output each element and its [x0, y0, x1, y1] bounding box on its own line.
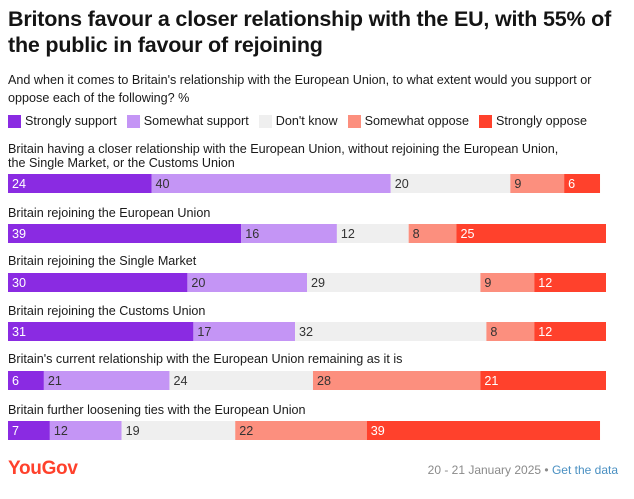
bar-segment-somewhat-oppose	[312, 371, 481, 390]
chart-subtitle: And when it comes to Britain's relations…	[8, 73, 592, 105]
bar-value-label: 24	[173, 374, 187, 388]
bar-value-label: 28	[317, 374, 331, 388]
bar-value-label: 20	[395, 177, 409, 191]
bar-segment-somewhat-oppose	[235, 421, 367, 440]
legend-item-somewhat-oppose: Somewhat oppose	[347, 114, 469, 128]
footer-date: 20 - 21 January 2025	[427, 463, 542, 477]
bar-segment-dont-know	[295, 322, 487, 341]
chart-title: Britons favour a closer relationship wit…	[8, 7, 612, 57]
bar-value-label: 8	[490, 325, 497, 339]
bar-segment-strongly-support	[8, 174, 152, 193]
legend: Strongly support Somewhat support Don't …	[8, 113, 597, 129]
bar-segment-strongly-oppose	[480, 371, 606, 390]
bar-segment-somewhat-oppose	[486, 322, 535, 341]
legend-swatch-somewhat-support	[126, 114, 140, 128]
bar-segment-strongly-oppose	[564, 174, 601, 193]
legend-label-dont-know: Don't know	[275, 114, 338, 128]
category-label: Britain's current relationship with the …	[8, 352, 402, 366]
bar-segment-strongly-support	[8, 421, 50, 440]
bar-value-label: 32	[299, 325, 313, 339]
bar-value-label: 7	[12, 424, 19, 438]
bar-segment-dont-know	[307, 273, 481, 292]
bar-segment-somewhat-support	[241, 224, 337, 243]
bar-segment-strongly-support	[8, 273, 188, 292]
bar-segment-strongly-support	[8, 224, 242, 243]
bar-segment-strongly-support	[8, 322, 194, 341]
bar-value-label: 40	[156, 177, 170, 191]
bar-segment-dont-know	[390, 174, 511, 193]
bar-value-label: 12	[538, 325, 552, 339]
bar-value-label: 24	[12, 177, 26, 191]
legend-item-strongly-oppose: Strongly oppose	[478, 114, 587, 128]
bar-segment-somewhat-support	[151, 174, 391, 193]
bar-segment-strongly-oppose	[456, 224, 606, 243]
legend-label-somewhat-oppose: Somewhat oppose	[364, 114, 469, 128]
bar-value-label: 8	[413, 227, 420, 241]
legend-label-strongly-support: Strongly support	[25, 114, 117, 128]
legend-swatch-strongly-support	[8, 114, 21, 128]
bar-value-label: 9	[484, 276, 491, 290]
bar-value-label: 30	[12, 276, 26, 290]
legend-item-dont-know: Don't know	[258, 114, 338, 128]
legend-swatch-dont-know	[258, 114, 272, 128]
bar-value-label: 17	[197, 325, 211, 339]
bar-value-label: 21	[48, 374, 62, 388]
category-label: Britain rejoining the Customs Union	[8, 304, 205, 318]
footer-separator: •	[544, 463, 549, 477]
legend-item-somewhat-support: Somewhat support	[126, 114, 249, 128]
bar-segment-somewhat-support	[193, 322, 296, 341]
bar-value-label: 29	[311, 276, 325, 290]
bar-value-label: 31	[12, 325, 26, 339]
bar-segment-somewhat-support	[43, 371, 170, 390]
bar-segment-strongly-support	[8, 371, 44, 390]
bar-segment-somewhat-support	[49, 421, 122, 440]
bar-value-label: 6	[568, 177, 575, 191]
bar-value-label: 22	[239, 424, 253, 438]
legend-item-strongly-support: Strongly support	[8, 114, 117, 128]
footer-source: 20 - 21 January 2025 • Get the data	[428, 463, 618, 477]
category-label: Britain rejoining the European Union	[8, 206, 210, 220]
bar-value-label: 12	[538, 276, 552, 290]
bar-segment-dont-know	[336, 224, 409, 243]
bar-segment-dont-know	[169, 371, 313, 390]
bar-segment-dont-know	[121, 421, 236, 440]
bar-segment-somewhat-oppose	[480, 273, 535, 292]
bar-value-label: 25	[461, 227, 475, 241]
bar-value-label: 39	[12, 227, 26, 241]
legend-swatch-somewhat-oppose	[347, 114, 361, 128]
legend-label-strongly-oppose: Strongly oppose	[495, 114, 587, 128]
category-label: Britain rejoining the Single Market	[8, 254, 197, 268]
bar-value-label: 6	[12, 374, 19, 388]
bar-segment-strongly-oppose	[366, 421, 601, 440]
bar-segment-somewhat-oppose	[510, 174, 565, 193]
legend-swatch-strongly-oppose	[478, 114, 492, 128]
bar-segment-strongly-oppose	[534, 273, 606, 292]
legend-label-somewhat-support: Somewhat support	[143, 114, 249, 128]
bar-value-label: 19	[126, 424, 140, 438]
bar-segment-somewhat-support	[187, 273, 307, 292]
bar-segment-somewhat-oppose	[408, 224, 457, 243]
get-the-data-link[interactable]: Get the data	[551, 463, 618, 477]
stacked-bar-chart: Britain having a closer relationship wit…	[8, 142, 606, 440]
category-label: Britain further loosening ties with the …	[8, 403, 306, 417]
bar-value-label: 9	[514, 177, 521, 191]
bar-value-label: 20	[191, 276, 205, 290]
bar-value-label: 12	[54, 424, 68, 438]
bar-value-label: 12	[341, 227, 355, 241]
bar-segment-strongly-oppose	[534, 322, 606, 341]
bar-value-label: 39	[371, 424, 385, 438]
bar-value-label: 21	[484, 374, 498, 388]
yougov-logo: YouGov	[8, 458, 78, 479]
category-label: Britain having a closer relationship wit…	[8, 142, 558, 170]
bar-value-label: 16	[245, 227, 259, 241]
